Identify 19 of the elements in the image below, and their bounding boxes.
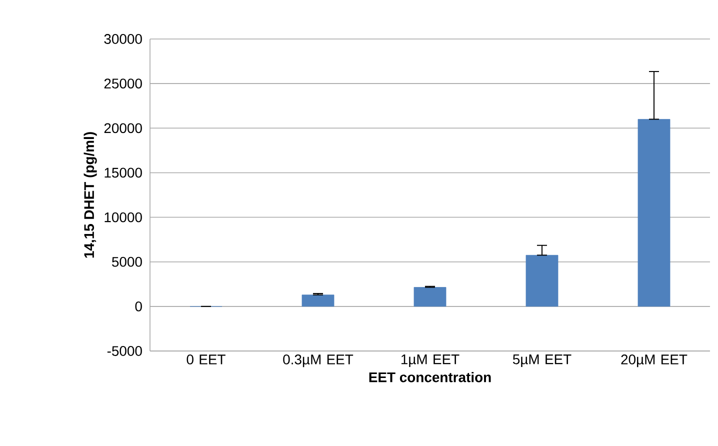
y-tick-label: 10000: [104, 212, 142, 222]
x-tick-label: 0.3µM EET: [283, 354, 354, 368]
x-tick-label: 0 EET: [186, 354, 226, 364]
x-tick-label: 5µM EET: [512, 354, 572, 368]
x-tick-label: 20µM EET: [621, 354, 688, 368]
y-tick-label: 15000: [104, 168, 142, 178]
y-tick-label: 20000: [104, 123, 142, 134]
y-tick-label: 0: [135, 301, 142, 312]
y-tick-label: -5000: [107, 346, 142, 356]
bar: [302, 294, 334, 307]
bar: [638, 119, 670, 307]
y-tick-label: 5000: [112, 256, 142, 267]
x-axis-title: EET concentration: [369, 372, 491, 382]
bar: [414, 287, 446, 307]
x-tick-label: 1µM EET: [401, 354, 460, 368]
bar: [526, 254, 558, 307]
y-tick-label: 30000: [104, 34, 142, 44]
y-tick-label: 25000: [104, 78, 142, 89]
y-axis-title: 14,15 DHET (pg/ml): [84, 132, 97, 258]
